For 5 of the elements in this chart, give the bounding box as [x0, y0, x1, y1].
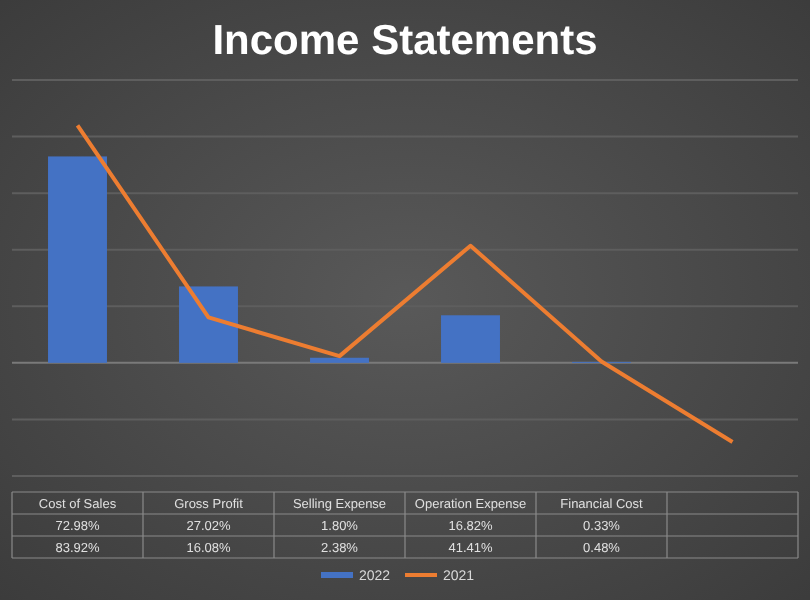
bar	[310, 357, 369, 363]
bar	[441, 315, 500, 363]
bar	[179, 286, 238, 363]
bar	[48, 156, 107, 363]
chart-title: Income Statements	[212, 18, 598, 64]
